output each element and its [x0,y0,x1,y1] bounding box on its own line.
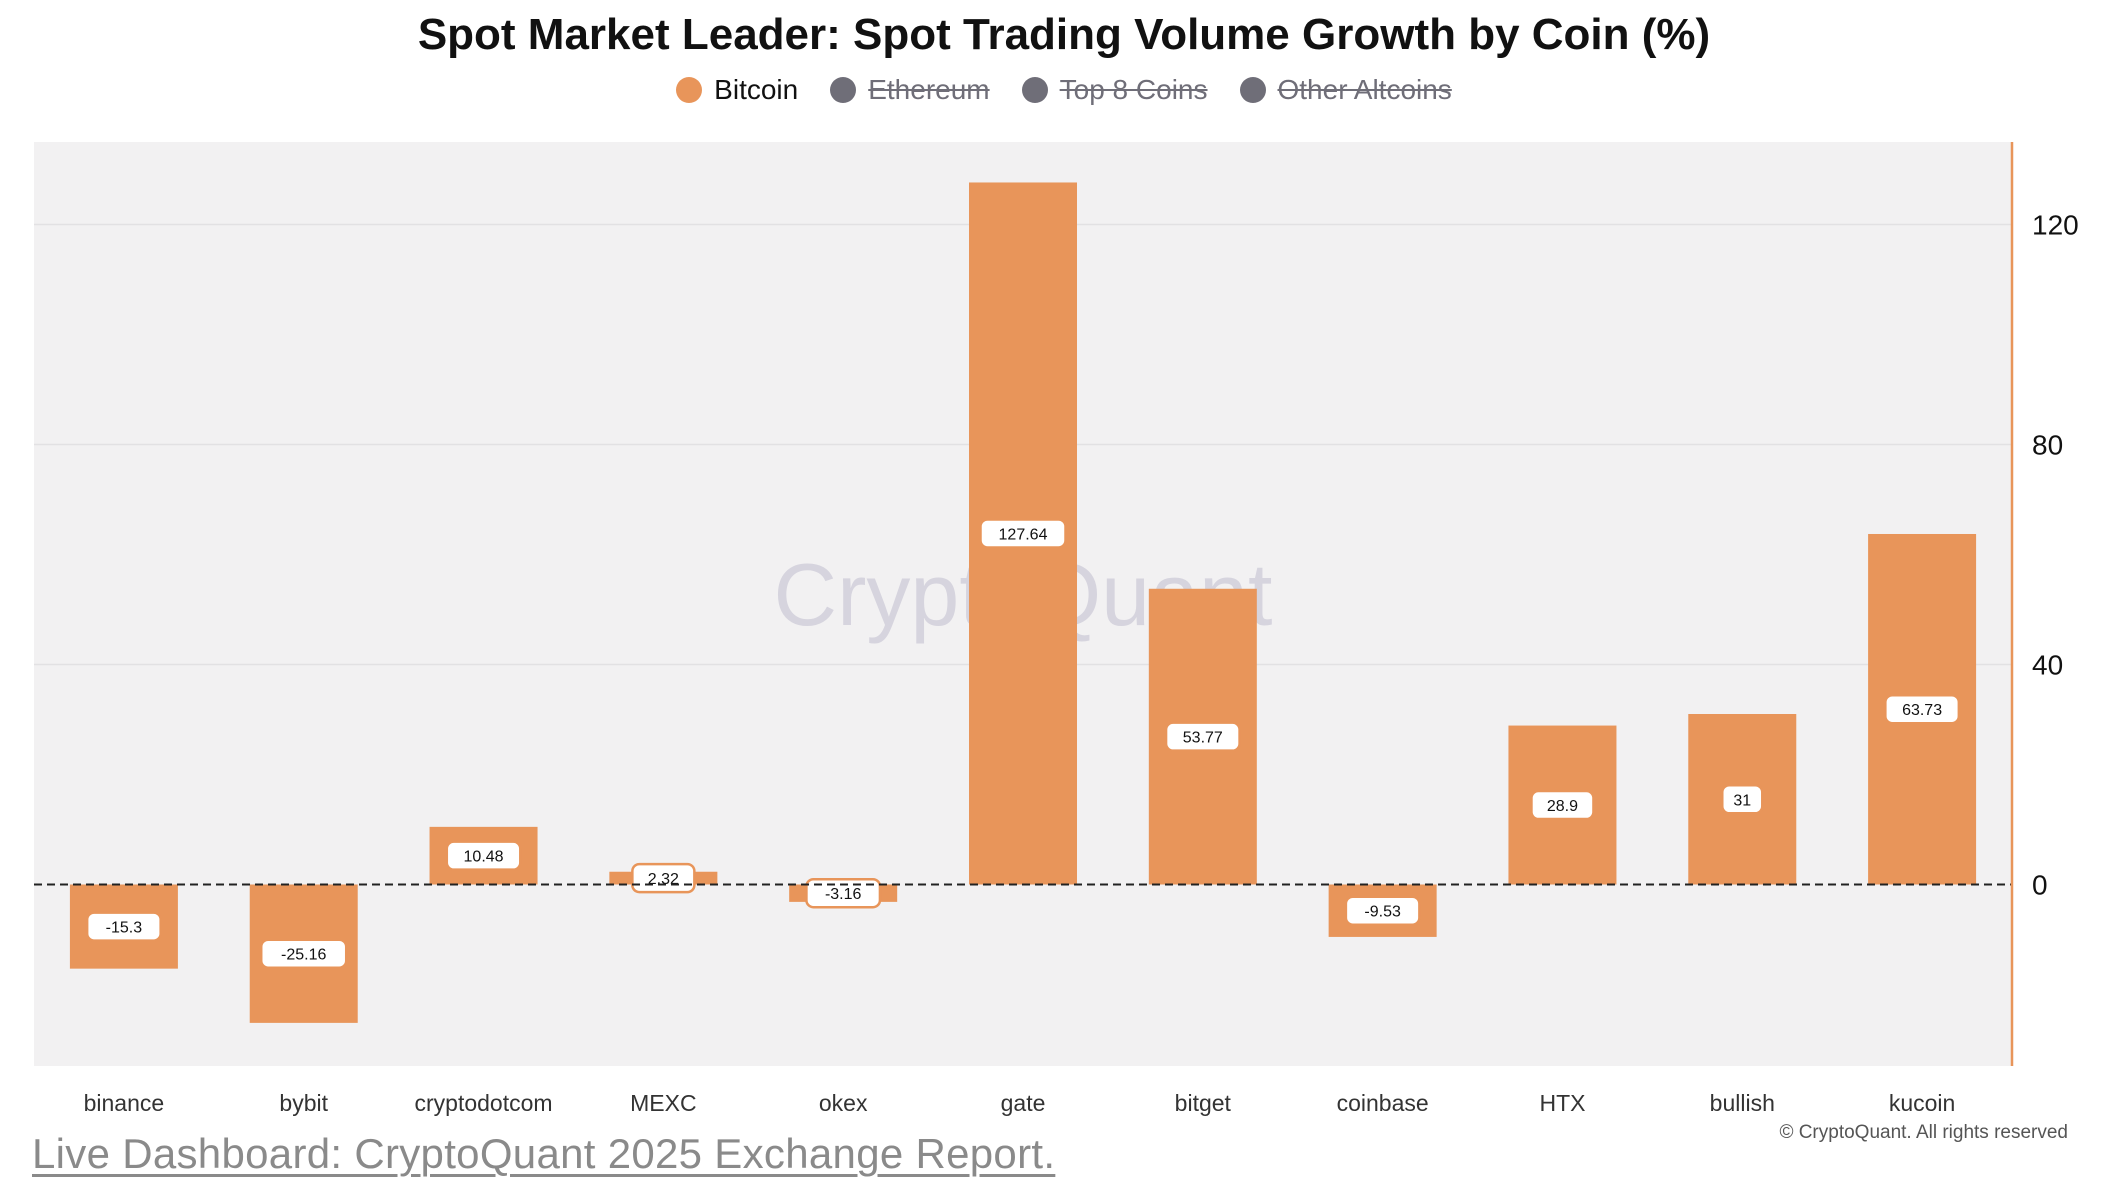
x-tick-label: kucoin [1889,1090,1955,1116]
legend-dot-icon [1021,77,1048,103]
legend-item-ethereum[interactable]: Ethereum [830,74,990,106]
data-label: 63.73 [1902,702,1942,719]
data-label: -15.3 [106,920,143,937]
x-tick-label: bitget [1175,1090,1232,1116]
data-label: -9.53 [1364,904,1401,921]
data-label: 2.32 [648,871,679,888]
x-tick-label: coinbase [1337,1090,1429,1116]
legend-label: Bitcoin [714,74,799,105]
x-tick-label: HTX [1539,1090,1585,1116]
legend-label: Ethereum [868,74,990,105]
y-tick-label: 120 [2032,210,2079,241]
data-label: 127.64 [999,526,1048,543]
data-label: -3.16 [825,886,862,903]
data-label-box [1884,693,1961,725]
x-tick-label: binance [84,1090,165,1116]
data-label-box [1344,895,1421,926]
data-label: 31 [1733,792,1751,809]
copyright-notice: © CryptoQuant. All rights reserved [1779,1122,2068,1143]
data-label-box [1721,784,1764,815]
y-tick-label: 80 [2032,430,2063,461]
x-tick-label: MEXC [630,1090,696,1116]
legend-label: Other Altcoins [1277,74,1452,105]
legend: Bitcoin Ethereum Top 8 Coins Other Altcoins [0,74,2128,106]
y-tick-label: 40 [2032,650,2063,681]
data-label: 28.9 [1547,798,1578,815]
x-tick-label: gate [1001,1090,1046,1116]
legend-item-other-altcoins[interactable]: Other Altcoins [1239,74,1452,106]
data-label-box [979,518,1067,549]
legend-dot-icon [676,77,703,103]
x-tick-label: bullish [1710,1090,1775,1116]
data-label-box [445,840,522,871]
data-label-box [1164,721,1241,752]
x-tick-label: okex [819,1090,868,1116]
legend-label: Top 8 Coins [1059,74,1208,105]
y-tick-label: 0 [2032,870,2048,901]
data-label: -25.16 [281,947,326,964]
legend-item-top-8-coins[interactable]: Top 8 Coins [1021,74,1208,106]
data-label: 10.48 [464,849,504,866]
chart-title: Spot Market Leader: Spot Trading Volume … [417,10,1711,59]
data-label-box [1530,789,1595,821]
data-label-box [85,911,162,942]
legend-dot-icon [1239,77,1266,103]
dashboard-link[interactable]: Live Dashboard: CryptoQuant 2025 Exchang… [32,1130,1056,1177]
data-label-box [805,877,882,909]
legend-dot-icon [830,77,857,103]
data-label: 53.77 [1183,730,1223,747]
x-tick-label: bybit [279,1090,328,1116]
x-tick-label: cryptodotcom [415,1090,553,1116]
data-label-box [259,938,348,969]
legend-item-bitcoin[interactable]: Bitcoin [676,74,798,106]
